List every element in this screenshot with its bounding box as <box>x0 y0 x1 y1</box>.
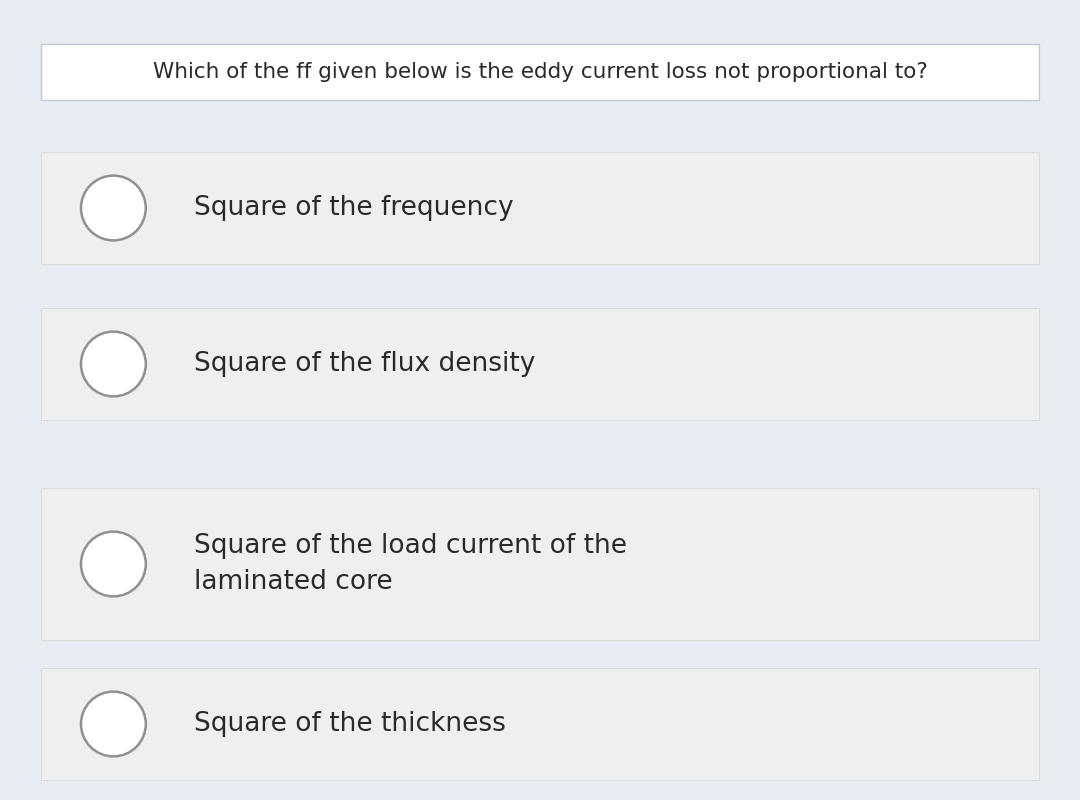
FancyBboxPatch shape <box>41 152 1039 264</box>
FancyBboxPatch shape <box>41 44 1039 100</box>
Text: Which of the ff given below is the eddy current loss not proportional to?: Which of the ff given below is the eddy … <box>152 62 928 82</box>
Text: Square of the flux density: Square of the flux density <box>194 351 536 377</box>
Text: Square of the load current of the
laminated core: Square of the load current of the lamina… <box>194 533 627 595</box>
Text: Square of the frequency: Square of the frequency <box>194 195 514 221</box>
Ellipse shape <box>81 531 146 596</box>
Text: Square of the thickness: Square of the thickness <box>194 711 507 737</box>
Ellipse shape <box>81 332 146 397</box>
FancyBboxPatch shape <box>41 308 1039 420</box>
FancyBboxPatch shape <box>41 668 1039 780</box>
FancyBboxPatch shape <box>41 488 1039 640</box>
Ellipse shape <box>81 176 146 240</box>
Ellipse shape <box>81 691 146 757</box>
